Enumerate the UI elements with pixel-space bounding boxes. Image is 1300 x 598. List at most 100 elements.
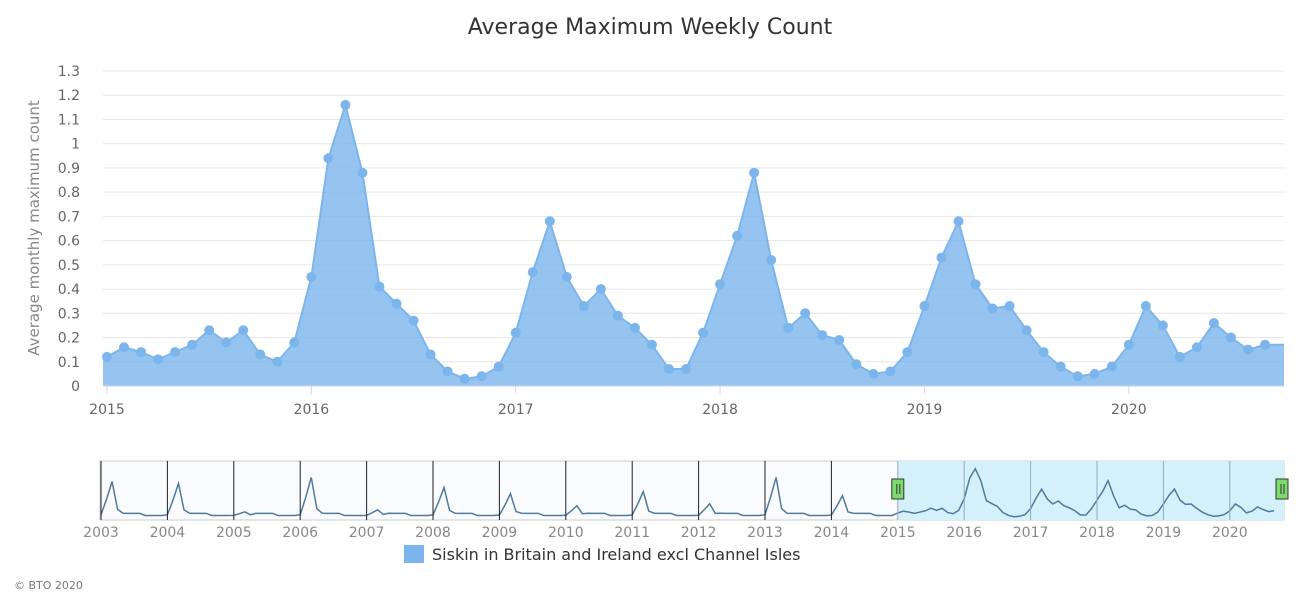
y-tick-label: 0.4: [58, 282, 80, 298]
data-point[interactable]: [1243, 344, 1254, 355]
data-point[interactable]: [953, 216, 964, 227]
data-point[interactable]: [612, 310, 623, 321]
data-point[interactable]: [391, 298, 402, 309]
data-point[interactable]: [715, 279, 726, 290]
navigator-selection: [897, 461, 1284, 520]
data-point[interactable]: [1004, 301, 1015, 312]
data-point[interactable]: [544, 216, 555, 227]
y-tick-label: 0: [71, 379, 80, 395]
y-tick-label: 0.8: [58, 185, 80, 201]
data-point[interactable]: [374, 281, 385, 292]
data-point[interactable]: [136, 347, 147, 358]
data-point[interactable]: [102, 351, 112, 362]
data-point[interactable]: [1260, 339, 1271, 350]
data-point[interactable]: [238, 325, 249, 336]
y-tick-label: 1.2: [58, 88, 80, 104]
navigator-tick-label: 2006: [282, 525, 318, 541]
data-point[interactable]: [800, 308, 811, 319]
chart-title: Average Maximum Weekly Count: [468, 15, 833, 40]
data-point[interactable]: [595, 284, 606, 295]
data-point[interactable]: [1021, 325, 1032, 336]
data-point[interactable]: [289, 337, 300, 348]
navigator-tick-label: 2004: [150, 525, 186, 541]
data-point[interactable]: [936, 252, 947, 263]
navigator-tick-label: 2012: [681, 525, 717, 541]
y-tick-label: 0.6: [58, 234, 80, 250]
data-point[interactable]: [493, 361, 504, 372]
data-point[interactable]: [323, 153, 334, 164]
data-point[interactable]: [1191, 342, 1202, 353]
data-point[interactable]: [1174, 351, 1185, 362]
data-point[interactable]: [187, 339, 198, 350]
y-tick-label: 0.7: [58, 209, 80, 225]
data-point[interactable]: [357, 167, 368, 178]
credit: © BTO 2020: [14, 579, 83, 592]
data-point[interactable]: [1055, 361, 1066, 372]
data-point[interactable]: [629, 322, 640, 333]
data-point[interactable]: [1123, 339, 1134, 350]
data-point[interactable]: [970, 279, 981, 290]
data-point[interactable]: [306, 271, 317, 282]
data-point[interactable]: [868, 368, 879, 379]
data-point[interactable]: [1106, 361, 1117, 372]
series-area: [103, 104, 1284, 386]
y-tick-label: 0.2: [58, 331, 80, 347]
data-point[interactable]: [340, 99, 351, 110]
navigator-tick-label: 2009: [482, 525, 518, 541]
y-tick-label: 1.1: [58, 112, 80, 128]
data-point[interactable]: [476, 371, 487, 382]
data-point[interactable]: [442, 366, 453, 377]
data-point[interactable]: [732, 230, 743, 241]
navigator-tick-label: 2005: [216, 525, 252, 541]
data-point[interactable]: [578, 301, 589, 312]
data-point[interactable]: [987, 303, 998, 314]
data-point[interactable]: [1225, 332, 1236, 343]
data-point[interactable]: [1208, 318, 1219, 328]
data-point[interactable]: [766, 255, 777, 265]
navigator-handle-left[interactable]: [891, 478, 905, 500]
data-point[interactable]: [527, 267, 538, 278]
y-tick-label: 1: [71, 137, 80, 153]
data-point[interactable]: [561, 271, 572, 282]
y-axis-label: Average monthly maximum count: [25, 100, 43, 356]
data-point[interactable]: [1038, 347, 1049, 358]
navigator-tick-label: 2013: [747, 525, 783, 541]
navigator-tick-label: 2010: [548, 525, 584, 541]
legend-label[interactable]: Siskin in Britain and Ireland excl Chann…: [432, 545, 800, 564]
data-point[interactable]: [919, 301, 930, 312]
data-point[interactable]: [221, 337, 232, 348]
data-point[interactable]: [204, 325, 215, 336]
data-point[interactable]: [1072, 371, 1083, 382]
data-point[interactable]: [1140, 301, 1151, 312]
data-point[interactable]: [1157, 320, 1168, 331]
data-point[interactable]: [255, 349, 266, 360]
navigator-handle-right[interactable]: [1275, 478, 1289, 500]
data-point[interactable]: [749, 167, 760, 178]
data-point[interactable]: [1089, 368, 1100, 379]
data-point[interactable]: [510, 327, 521, 338]
x-tick-label: 2016: [294, 402, 330, 418]
data-point[interactable]: [902, 347, 913, 358]
data-point[interactable]: [459, 373, 470, 384]
data-point[interactable]: [153, 354, 164, 365]
data-point[interactable]: [851, 359, 862, 370]
navigator-tick-label: 2017: [1013, 525, 1049, 541]
navigator-tick-label: 2018: [1079, 525, 1115, 541]
data-point[interactable]: [646, 339, 657, 350]
data-point[interactable]: [834, 334, 845, 345]
legend-swatch[interactable]: [404, 545, 424, 563]
data-point[interactable]: [119, 342, 130, 353]
data-point[interactable]: [783, 322, 794, 333]
data-point[interactable]: [817, 330, 828, 341]
data-point[interactable]: [663, 364, 674, 375]
data-point[interactable]: [681, 364, 692, 375]
navigator-series-line: [100, 467, 1275, 518]
x-tick-label: 2019: [907, 402, 943, 418]
data-point[interactable]: [698, 327, 709, 338]
navigator-tick-label: 2011: [614, 525, 650, 541]
data-point[interactable]: [425, 349, 436, 360]
data-point[interactable]: [272, 356, 283, 367]
data-point[interactable]: [885, 366, 896, 377]
data-point[interactable]: [408, 315, 419, 326]
data-point[interactable]: [170, 347, 181, 358]
